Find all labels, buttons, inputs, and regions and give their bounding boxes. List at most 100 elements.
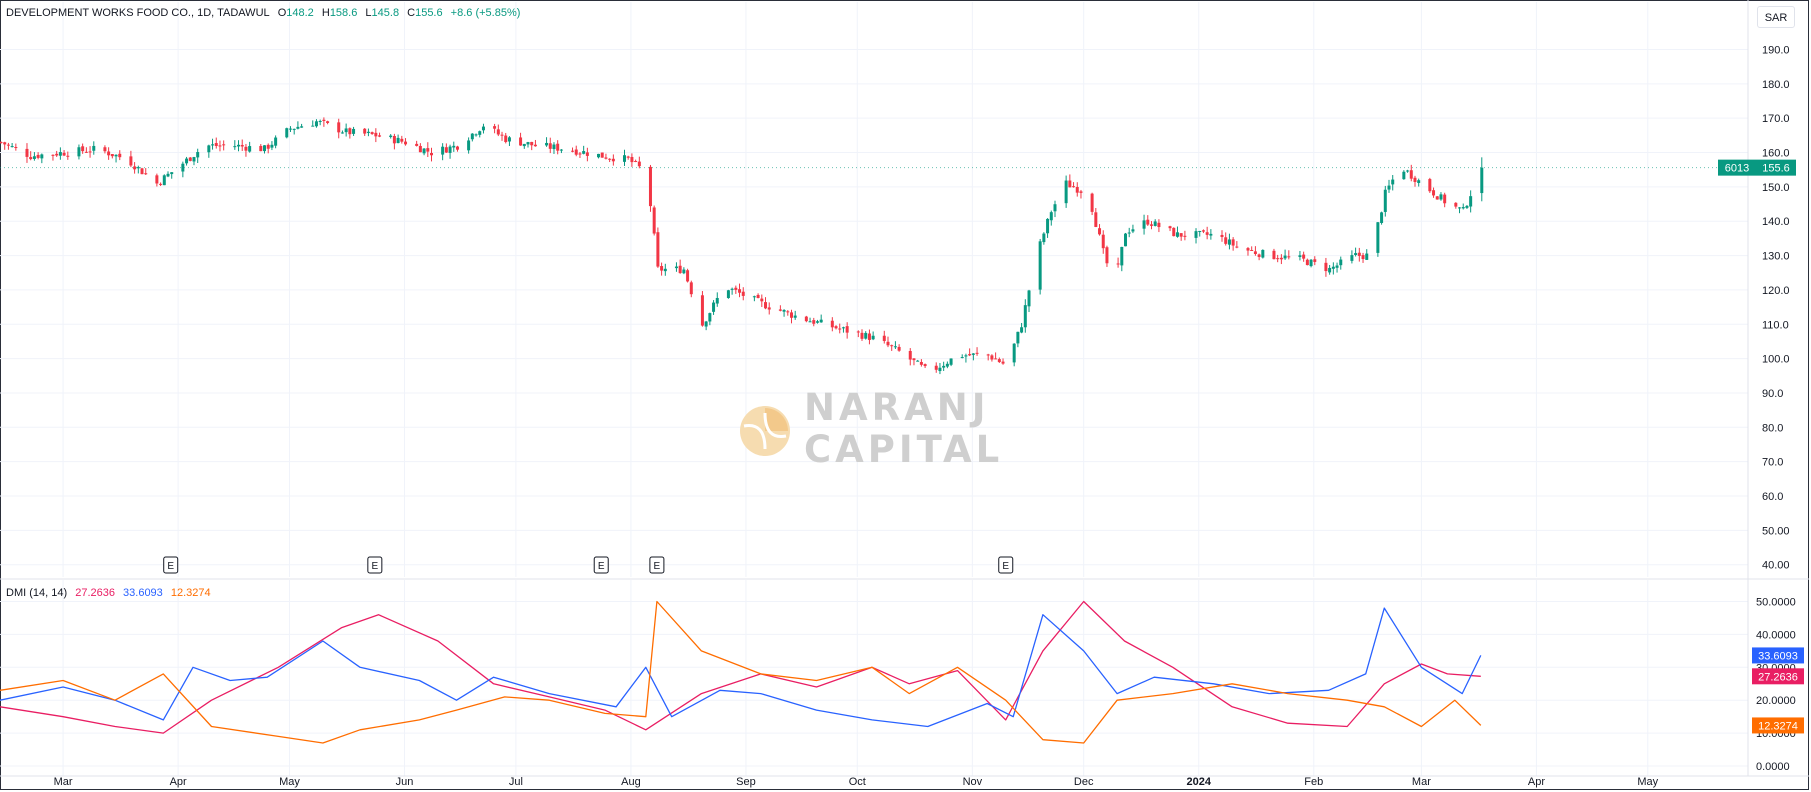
candle-body [789, 312, 793, 318]
time-axis-label: May [1637, 776, 1658, 788]
candle-body [103, 147, 107, 152]
candle-body [300, 126, 304, 128]
candle-body [1079, 191, 1083, 193]
candle-body [838, 328, 842, 330]
candle-body [1305, 259, 1309, 266]
candle-body [997, 359, 1001, 363]
time-axis-label: Jun [396, 776, 414, 788]
candle-body [452, 145, 456, 148]
candle-body [1409, 170, 1413, 179]
candle-body [1365, 253, 1369, 260]
minus-di-line [0, 600, 1482, 744]
candle-body [107, 151, 111, 156]
candle-body [1194, 231, 1198, 238]
candle-body [66, 155, 70, 157]
watermark-line1: NARANJ [804, 386, 990, 429]
candle-body [114, 154, 118, 157]
candle-body [704, 321, 708, 327]
candle-body [1116, 263, 1120, 265]
time-axis-label: May [279, 776, 300, 788]
candle-body [1042, 233, 1046, 243]
minus-di-value: 12.3274 [170, 587, 211, 599]
candle-body [474, 134, 478, 136]
candle-body [285, 128, 289, 138]
candle-body [604, 157, 608, 159]
candle-body [712, 302, 716, 312]
high-value: H158.6 [321, 7, 358, 19]
candle-body [1272, 250, 1276, 260]
candle-body [1383, 189, 1387, 212]
candle-body [422, 148, 426, 154]
candle-body [77, 147, 81, 157]
price-axis-label: 150.0 [1762, 182, 1790, 194]
earnings-marker-label: E [654, 561, 661, 572]
candle-body [415, 143, 419, 146]
candle-body [32, 156, 36, 159]
earnings-marker-label: E [1002, 561, 1009, 572]
candle-body [455, 146, 459, 150]
candle-body [964, 355, 968, 357]
candle-body [700, 295, 704, 326]
candle-body [1072, 186, 1076, 188]
candle-body [882, 335, 886, 341]
candle-body [968, 354, 972, 356]
dmi-value-tag [1752, 717, 1804, 734]
candle-body [1435, 196, 1439, 200]
price-axis-label: 160.0 [1762, 148, 1790, 160]
price-axis-label: 90.0 [1762, 388, 1783, 400]
candle-body [815, 321, 819, 323]
candle-body [834, 326, 838, 329]
candle-body [912, 358, 916, 361]
candle-body [626, 156, 630, 158]
candle-body [40, 154, 44, 159]
candle-body [1402, 171, 1406, 180]
naranj-logo-icon [740, 406, 790, 456]
candle-body [942, 365, 946, 368]
candle-body [1146, 219, 1150, 225]
candle-body [274, 137, 278, 146]
candle-body [1049, 212, 1053, 221]
time-axis-label: 2024 [1186, 776, 1211, 788]
earnings-marker [593, 556, 609, 574]
earnings-marker-label: E [167, 561, 174, 572]
candle-body [585, 152, 589, 156]
candle-body [519, 137, 523, 146]
candle-body [1149, 224, 1153, 226]
close-value: C155.6 [407, 7, 443, 19]
candle-body [504, 135, 508, 143]
candle-body [1432, 190, 1436, 196]
plus-di-value: 33.6093 [123, 587, 163, 599]
candle-body [637, 161, 641, 167]
candle-body [571, 150, 575, 152]
candle-body [404, 141, 408, 145]
candle-body [1357, 252, 1361, 256]
adx-line [0, 600, 1481, 734]
candle-body [400, 138, 404, 142]
candle-body [493, 126, 497, 129]
candle-body [296, 126, 300, 129]
candle-body [1175, 232, 1179, 237]
candle-body [1168, 226, 1172, 229]
candle-body [1001, 361, 1005, 364]
candle-body [81, 146, 85, 152]
candle-body [1105, 247, 1109, 264]
candle-body [392, 135, 396, 144]
candle-body [1350, 255, 1354, 261]
time-axis-label: Nov [963, 776, 983, 788]
candle-body [559, 149, 563, 151]
dmi-legend[interactable]: DMI (14, 14) 27.2636 33.6093 12.3274 [6, 587, 216, 599]
candle-body [118, 153, 122, 158]
candle-body [467, 140, 471, 151]
time-axis-label: Oct [849, 776, 866, 788]
candle-body [240, 144, 244, 147]
candle-body [140, 168, 144, 175]
candle-body [1068, 180, 1072, 188]
candle-body [522, 143, 526, 147]
currency-button[interactable]: SAR [1757, 6, 1795, 28]
candle-body [507, 137, 511, 142]
symbol-legend[interactable]: DEVELOPMENT WORKS FOOD CO., 1D, TADAWUL … [6, 7, 525, 19]
price-axis-label: 80.0 [1762, 422, 1783, 434]
price-axis-label: 170.0 [1762, 113, 1790, 125]
candle-body [129, 156, 133, 166]
